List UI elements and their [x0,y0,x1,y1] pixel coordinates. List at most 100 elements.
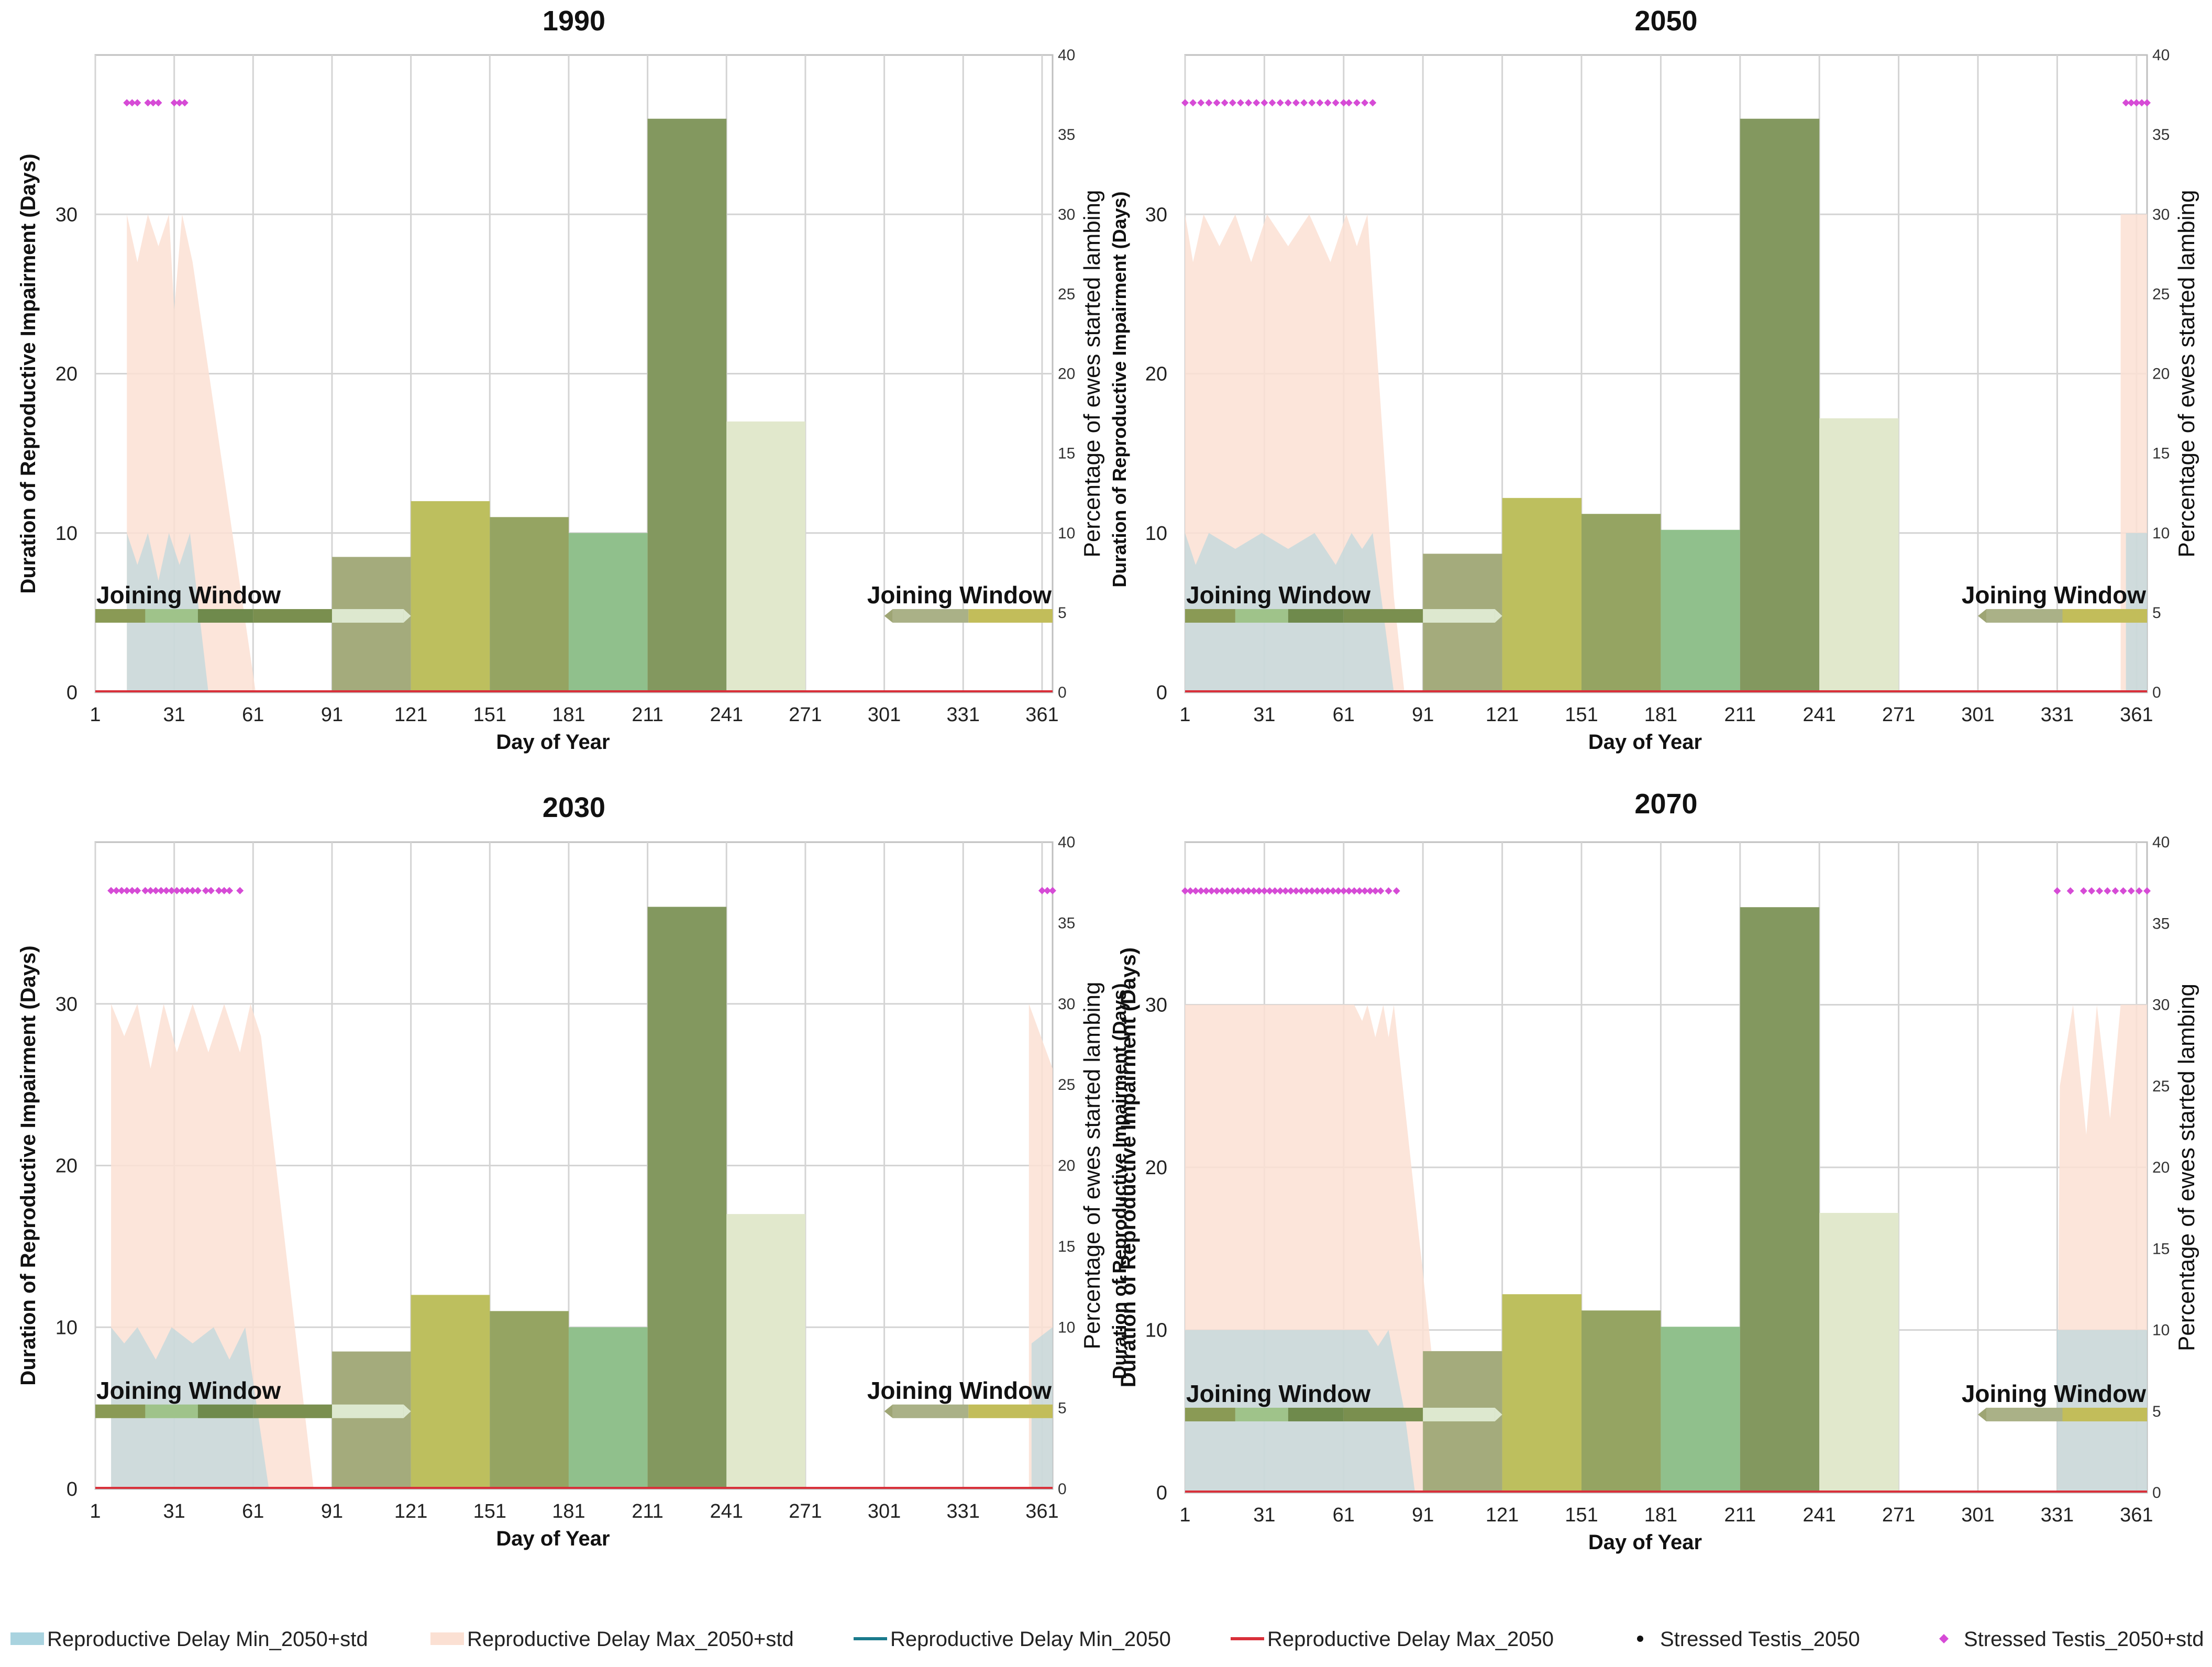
y-tick-label-left: 30 [1145,204,1167,226]
x-tick-label: 361 [2120,1504,2153,1526]
x-tick-label: 331 [2041,1504,2074,1526]
stressed-testis-marker [1353,99,1361,107]
joining-window-bar [95,609,146,623]
y-tick-label-right: 35 [1058,914,1075,932]
stressed-testis-marker [1334,887,1342,895]
stressed-testis-marker [1276,887,1284,895]
joining-window-bar [145,1404,198,1418]
lambing-bar [1581,514,1661,692]
stressed-testis-marker [1350,887,1358,895]
x-tick-label: 211 [1724,1504,1756,1526]
y-tick-label-right: 30 [1058,206,1075,223]
stressed-testis-marker [181,99,189,107]
x-tick-label: 91 [321,704,343,726]
legend-swatch [10,1632,44,1645]
x-tick-label: 241 [1803,1504,1836,1526]
y-tick-label-right: 40 [2152,834,2170,851]
joining-window-bar [968,609,1053,623]
stressed-testis-marker [2119,887,2127,895]
stressed-testis-marker [1276,99,1284,107]
stressed-testis-marker [1281,887,1289,895]
stressed-testis-marker [152,887,160,895]
joining-window-bar [331,609,404,623]
x-tick-label: 31 [163,1500,185,1522]
x-tick-label: 181 [1644,1504,1677,1526]
joining-window-bar [331,1404,404,1418]
joining-window-bar [2062,609,2147,623]
lambing-bar [1423,1351,1502,1493]
joining-window-arrow [1978,609,1987,623]
x-tick-label: 1 [1179,704,1190,726]
chart-title: 2030 [543,792,605,823]
stressed-testis-marker [1229,887,1236,895]
joining-window-label-left: Joining Window [1186,581,1370,609]
x-tick-label: 1 [90,1500,101,1522]
stressed-testis-marker [1303,887,1311,895]
y-axis-label-left: Duration of Reproductive Impairment (Day… [17,945,40,1385]
x-tick-label: 361 [1025,704,1058,726]
x-tick-label: 271 [789,1500,822,1522]
x-tick-label: 301 [1961,1504,1994,1526]
x-tick-label: 1 [1179,1504,1190,1526]
stressed-testis-marker [1300,99,1308,107]
y-tick-label-right: 5 [2152,1403,2161,1420]
lambing-bar [1581,1310,1661,1493]
stressed-testis-marker [123,99,131,107]
joining-window-bar [1986,1407,2063,1421]
x-tick-label: 331 [2041,704,2074,726]
x-tick-label: 241 [710,704,743,726]
y-axis-label-right-extra: Duration of Reproductive Impairment (Day… [1109,983,1130,1379]
joining-window-label-left: Joining Window [96,1377,281,1404]
stressed-testis-marker [1266,887,1274,895]
x-tick-label: 331 [947,1500,980,1522]
x-tick-label: 271 [1882,704,1915,726]
stressed-testis-marker [118,887,126,895]
y-tick-label-left: 30 [56,993,78,1015]
x-tick-label: 361 [2120,704,2153,726]
y-tick-label-right: 25 [2152,1078,2170,1095]
stressed-testis-marker [1197,887,1205,895]
joining-window-arrow [884,1404,893,1418]
lambing-bar [1423,554,1502,692]
lambing-bar [1740,118,1820,693]
y-tick-label-left: 20 [56,363,78,385]
stressed-testis-marker [1292,99,1300,107]
stressed-testis-marker [2053,887,2061,895]
y-tick-label-right: 15 [1058,445,1075,462]
y-tick-label-left: 10 [56,1317,78,1339]
y-axis-label-left: Duration of Reproductive Impairment (Day… [1117,947,1140,1387]
joining-window-bar [892,609,969,623]
stressed-testis-marker [1255,887,1263,895]
legend-swatch [1637,1636,1643,1642]
stressed-testis-marker [1202,887,1210,895]
y-tick-label-left: 20 [1145,1157,1167,1179]
legend-label: Reproductive Delay Min_2050 [890,1628,1171,1651]
stressed-testis-marker [128,99,136,107]
y-axis-label-right: Percentage of ewes started lambing [2174,190,2199,558]
x-tick-label: 331 [947,704,980,726]
stressed-testis-marker [2088,887,2096,895]
lambing-bar [1502,498,1582,692]
chart-panel-1990: Joining Window Joining Window 1990 1 31 61 91 1… [17,5,1130,754]
x-tick-label: 181 [552,1500,585,1522]
lambing-bar [490,517,569,692]
stressed-testis-marker [2104,887,2111,895]
x-tick-label: 301 [868,704,901,726]
legend-label: Reproductive Delay Min_2050+std [47,1628,368,1651]
legend: Reproductive Delay Min_2050+std Reproduct… [10,1628,2204,1651]
stressed-testis-marker [1345,99,1353,107]
stressed-testis-marker [1324,99,1332,107]
y-axis-label-right: Percentage of ewes started lambing [1079,982,1105,1350]
y-axis-label-right: Percentage of ewes started lambing [2174,984,2199,1351]
stressed-testis-marker [141,887,149,895]
lambing-bar [726,421,805,692]
x-tick-label: 91 [1412,704,1434,726]
legend-item: Reproductive Delay Max_2050+std [430,1628,794,1651]
joining-window-label-right: Joining Window [1962,1380,2146,1407]
legend-label: Stressed Testis_2050 [1660,1628,1860,1651]
y-tick-label-right: 0 [2152,1484,2161,1502]
stressed-testis-marker [147,887,154,895]
delay-min-std-area [111,1327,1053,1489]
stressed-testis-marker [1268,99,1276,107]
x-tick-label: 271 [1882,1504,1915,1526]
